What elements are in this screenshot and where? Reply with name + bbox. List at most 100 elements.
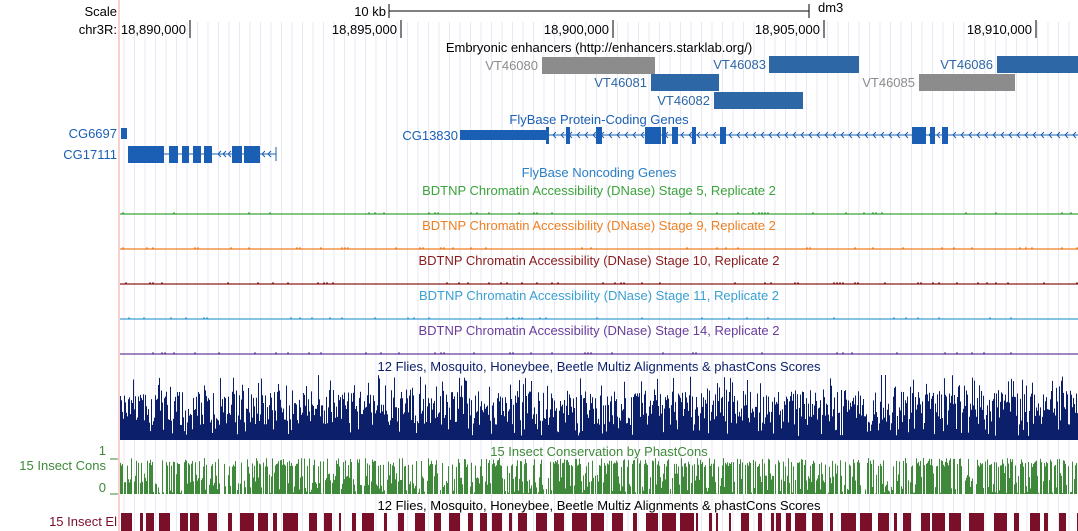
conserved-element[interactable] [362, 513, 374, 531]
conserved-element[interactable] [159, 513, 170, 531]
conserved-element[interactable] [208, 513, 217, 531]
conserved-element[interactable] [572, 513, 587, 531]
conserved-element[interactable] [741, 513, 749, 531]
conserved-element[interactable] [180, 513, 188, 531]
noncoding-genes-title[interactable]: FlyBase Noncoding Genes [522, 165, 677, 180]
dnase-track-4[interactable]: BDTNP Chromatin Accessibility (DNase) St… [120, 288, 1078, 320]
conserved-element[interactable] [398, 513, 404, 531]
conserved-element[interactable] [121, 513, 132, 531]
conserved-element[interactable] [140, 513, 143, 531]
gene-cg17111[interactable]: CG17111 [63, 146, 277, 163]
conserved-element[interactable] [830, 513, 833, 531]
exon[interactable] [645, 127, 661, 144]
enhancer-label[interactable]: VT46080 [485, 58, 538, 73]
conserved-element[interactable] [258, 513, 268, 531]
exon[interactable] [121, 128, 127, 139]
gene-cg13830[interactable]: CG13830 [402, 127, 1078, 144]
conserved-element[interactable] [994, 513, 1007, 531]
utr[interactable] [460, 130, 548, 140]
dnase-track-5[interactable]: BDTNP Chromatin Accessibility (DNase) St… [120, 323, 1078, 355]
enhancer-block[interactable] [997, 56, 1078, 73]
conserved-element[interactable] [932, 513, 945, 531]
conserved-element[interactable] [273, 513, 277, 531]
enhancer-label[interactable]: VT46081 [594, 75, 647, 90]
gene-label[interactable]: CG13830 [402, 128, 458, 143]
exon[interactable] [662, 127, 666, 144]
conserved-element[interactable] [415, 513, 425, 531]
enhancer-block[interactable] [919, 74, 1015, 91]
conserved-element[interactable] [786, 513, 791, 531]
conserved-element[interactable] [969, 513, 984, 531]
conserved-element[interactable] [771, 513, 774, 531]
conserved-element[interactable] [240, 513, 254, 531]
exon[interactable] [566, 127, 570, 144]
enhancer-block[interactable] [651, 74, 719, 91]
exon[interactable] [244, 146, 260, 163]
conserved-element[interactable] [633, 513, 637, 531]
conserved-element[interactable] [860, 513, 872, 531]
gene-label[interactable]: CG6697 [69, 126, 117, 141]
exon[interactable] [546, 127, 549, 144]
conserved-element[interactable] [894, 513, 897, 531]
conserved-element[interactable] [729, 513, 731, 531]
enhancer-label[interactable]: VT46086 [940, 57, 993, 72]
conserved-element[interactable] [554, 513, 564, 531]
multiz-track[interactable]: 12 Flies, Mosquito, Honeybee, Beetle Mul… [120, 359, 1078, 440]
conserved-element[interactable] [1044, 513, 1048, 531]
conserved-element[interactable] [646, 513, 658, 531]
conserved-element[interactable] [190, 513, 199, 531]
dnase-track-1[interactable]: BDTNP Chromatin Accessibility (DNase) St… [120, 183, 1078, 215]
enhancer-vt46083[interactable]: VT46083 [713, 56, 859, 73]
enhancer-block[interactable] [769, 56, 859, 73]
exon[interactable] [204, 146, 212, 163]
conserved-element[interactable] [324, 513, 332, 531]
enhancer-block[interactable] [542, 57, 655, 74]
conserved-element[interactable] [795, 513, 806, 531]
conserved-element[interactable] [283, 513, 298, 531]
enhancer-vt46086[interactable]: VT46086 [940, 56, 1078, 73]
conserved-element[interactable] [1059, 513, 1066, 531]
enhancer-vt46081[interactable]: VT46081 [594, 74, 719, 91]
conserved-element[interactable] [434, 513, 441, 531]
conserved-element[interactable] [480, 513, 487, 531]
dnase-track-2[interactable]: BDTNP Chromatin Accessibility (DNase) St… [120, 218, 1078, 250]
conserved-element[interactable] [384, 513, 387, 531]
enhancer-label[interactable]: VT46083 [713, 57, 766, 72]
conserved-element[interactable] [536, 513, 547, 531]
exon[interactable] [169, 146, 178, 163]
enhancer-vt46082[interactable]: VT46082 [657, 92, 803, 109]
conserved-element[interactable] [492, 513, 502, 531]
conserved-element[interactable] [696, 513, 698, 531]
exon[interactable] [128, 146, 164, 163]
dnase-track-3[interactable]: BDTNP Chromatin Accessibility (DNase) St… [120, 253, 1078, 285]
enhancer-block[interactable] [714, 92, 803, 109]
protein-coding-genes-track[interactable]: FlyBase Protein-Coding Genes CG6697 CG171… [63, 112, 1078, 163]
conserved-element[interactable] [758, 513, 762, 531]
conserved-element[interactable] [509, 513, 512, 531]
enhancers-track[interactable]: Embryonic enhancers (http://enhancers.st… [446, 40, 1078, 109]
conserved-element[interactable] [921, 513, 930, 531]
exon[interactable] [912, 127, 926, 144]
conserved-element[interactable] [776, 513, 781, 531]
exon[interactable] [720, 127, 726, 144]
conserved-element[interactable] [812, 513, 823, 531]
dnase-tracks[interactable]: BDTNP Chromatin Accessibility (DNase) St… [120, 183, 1078, 355]
enhancer-label[interactable]: VT46085 [862, 75, 915, 90]
conserved-element[interactable] [309, 513, 317, 531]
exon[interactable] [930, 127, 935, 144]
gene-cg6697[interactable]: CG6697 [69, 126, 127, 141]
conserved-element[interactable] [709, 513, 712, 531]
enhancer-vt46085[interactable]: VT46085 [862, 74, 1015, 91]
conserved-element[interactable] [591, 513, 604, 531]
exon[interactable] [182, 146, 189, 163]
conserved-element[interactable] [612, 513, 623, 531]
conserved-element[interactable] [468, 513, 473, 531]
conserved-element[interactable] [352, 513, 356, 531]
exon[interactable] [232, 146, 242, 163]
enhancer-vt46080[interactable]: VT46080 [485, 57, 655, 74]
conserved-element[interactable] [449, 513, 460, 531]
conserved-element[interactable] [228, 513, 232, 531]
conserved-element[interactable] [662, 513, 676, 531]
phastcons-track[interactable]: 15 Insect Conservation by PhastCons 15 I… [19, 443, 1077, 495]
